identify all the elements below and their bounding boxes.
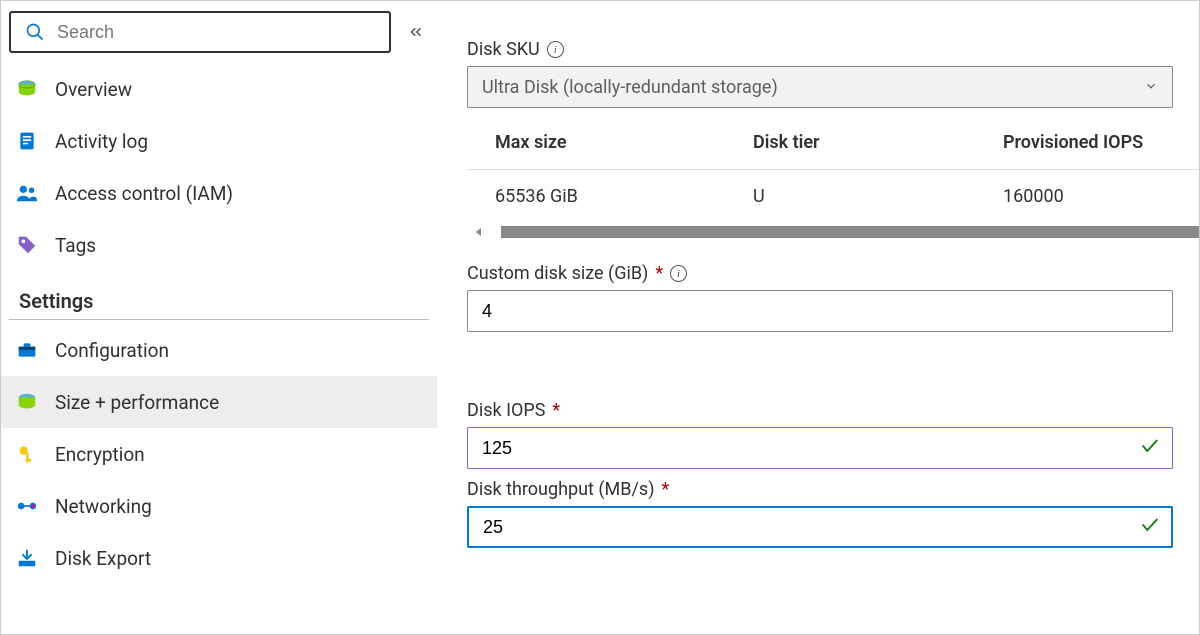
search-icon: [23, 20, 47, 44]
checkmark-icon: [1139, 435, 1161, 462]
custom-size-label-text: Custom disk size (GiB): [467, 263, 648, 284]
sidebar-item-label: Access control (IAM): [55, 182, 233, 205]
sidebar-item-label: Encryption: [55, 443, 145, 466]
sidebar-item-tags[interactable]: Tags: [1, 219, 437, 271]
info-icon[interactable]: i: [670, 265, 687, 282]
sidebar-item-size-performance[interactable]: Size + performance: [1, 376, 437, 428]
custom-size-label: Custom disk size (GiB) * i: [467, 263, 1199, 284]
col-disk-tier: Disk tier: [753, 132, 1003, 153]
sidebar: Overview Activity log Access control (IA…: [1, 1, 437, 634]
disk-sku-dropdown[interactable]: Ultra Disk (locally-redundant storage): [467, 66, 1173, 108]
sidebar-item-label: Size + performance: [55, 391, 219, 414]
disk-iops-input[interactable]: [467, 427, 1173, 469]
col-max-size: Max size: [495, 132, 753, 153]
sidebar-item-access-control[interactable]: Access control (IAM): [1, 167, 437, 219]
toolbox-icon: [15, 338, 39, 362]
col-prov-iops: Provisioned IOPS: [1003, 132, 1199, 153]
sku-table: Max size Disk tier Provisioned IOPS 6553…: [467, 116, 1199, 223]
disk-throughput-input[interactable]: [467, 506, 1173, 548]
sku-table-row[interactable]: 65536 GiB U 160000: [467, 170, 1199, 223]
network-icon: [15, 494, 39, 518]
people-icon: [15, 181, 39, 205]
sidebar-item-label: Overview: [55, 78, 132, 101]
sidebar-item-configuration[interactable]: Configuration: [1, 324, 437, 376]
cell-max-size: 65536 GiB: [495, 186, 753, 207]
sidebar-item-encryption[interactable]: Encryption: [1, 428, 437, 480]
disk-icon: [15, 77, 39, 101]
sidebar-item-activity-log[interactable]: Activity log: [1, 115, 437, 167]
main-panel: Disk SKU i Ultra Disk (locally-redundant…: [437, 1, 1199, 634]
custom-disk-size-block: Custom disk size (GiB) * i: [467, 263, 1199, 332]
search-box[interactable]: [9, 11, 391, 53]
chevron-left-icon[interactable]: [473, 224, 485, 244]
chevron-down-icon: [1144, 77, 1158, 98]
sidebar-section-settings: Settings: [9, 271, 429, 320]
sidebar-item-networking[interactable]: Networking: [1, 480, 437, 532]
sidebar-item-label: Configuration: [55, 339, 169, 362]
disk-sku-selected-value: Ultra Disk (locally-redundant storage): [482, 77, 778, 98]
sidebar-item-overview[interactable]: Overview: [1, 63, 437, 115]
disk-iops-block: Disk IOPS *: [467, 400, 1199, 469]
required-marker: *: [552, 400, 560, 421]
scrollbar-thumb[interactable]: [501, 226, 1199, 238]
checkmark-icon: [1139, 514, 1161, 541]
info-icon[interactable]: i: [547, 41, 564, 58]
key-icon: [15, 442, 39, 466]
required-marker: *: [661, 479, 669, 500]
iops-label: Disk IOPS *: [467, 400, 1199, 421]
sidebar-item-label: Tags: [55, 234, 96, 257]
search-row: [1, 11, 437, 63]
disk-sku-label-text: Disk SKU: [467, 39, 540, 60]
search-input[interactable]: [57, 22, 377, 43]
throughput-label-text: Disk throughput (MB/s): [467, 479, 654, 500]
cell-disk-tier: U: [753, 186, 1003, 207]
sidebar-item-label: Networking: [55, 495, 152, 518]
throughput-label: Disk throughput (MB/s) *: [467, 479, 1199, 500]
iops-label-text: Disk IOPS: [467, 400, 545, 421]
sidebar-item-label: Activity log: [55, 130, 148, 153]
tag-icon: [15, 233, 39, 257]
disk-icon: [15, 390, 39, 414]
custom-disk-size-input[interactable]: [467, 290, 1173, 332]
disk-sku-label: Disk SKU i: [467, 39, 1199, 60]
sku-table-header: Max size Disk tier Provisioned IOPS: [467, 116, 1199, 170]
required-marker: *: [655, 263, 663, 284]
sidebar-item-disk-export[interactable]: Disk Export: [1, 532, 437, 584]
sidebar-item-label: Disk Export: [55, 547, 151, 570]
disk-throughput-block: Disk throughput (MB/s) *: [467, 479, 1199, 548]
cell-prov-iops: 160000: [1003, 186, 1199, 207]
collapse-sidebar-button[interactable]: [403, 19, 429, 45]
horizontal-scrollbar[interactable]: [467, 225, 1199, 239]
export-icon: [15, 546, 39, 570]
log-icon: [15, 129, 39, 153]
